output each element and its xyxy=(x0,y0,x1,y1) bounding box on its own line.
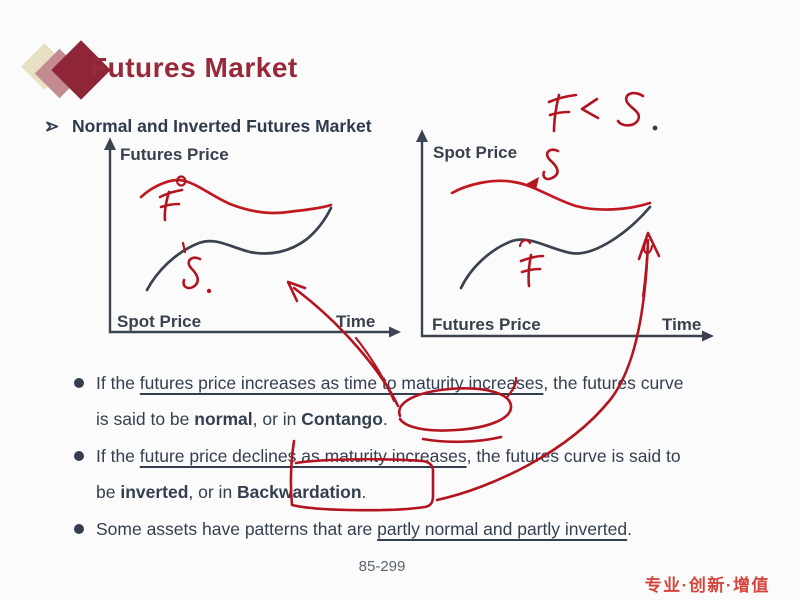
left-S-tick-mark xyxy=(181,241,187,254)
section-heading-label: Normal and Inverted Futures Market xyxy=(72,116,372,136)
left-futures-curve xyxy=(139,178,333,215)
right-F-hat-mark xyxy=(518,239,532,248)
left-S-period-dot xyxy=(206,288,212,294)
left-handwritten-S xyxy=(182,256,202,290)
bullet-list: If the futures price increases as time t… xyxy=(72,365,692,548)
handwritten-formula-F xyxy=(547,93,578,133)
bullet-dot xyxy=(74,524,84,534)
left-y-axis-arrow-icon xyxy=(104,137,116,150)
right-y-axis-arrow-icon xyxy=(416,129,428,142)
section-heading: Normal and Inverted Futures Market xyxy=(46,116,372,137)
handwritten-formula-period xyxy=(652,125,658,131)
backwardation-arrow-head xyxy=(637,231,661,261)
bullet-text: Some assets have patterns that are partl… xyxy=(96,519,632,539)
brand-slogan: 专业·创新·增值 xyxy=(644,576,770,595)
page-title: Futures Market xyxy=(90,52,298,83)
bullet-text: If the future price declines as maturity… xyxy=(96,446,681,502)
right-futures-curve xyxy=(459,205,652,290)
right-x-origin-label: Futures Price xyxy=(432,315,541,334)
bullet-dot xyxy=(74,378,84,388)
left-x-axis-label: Time xyxy=(336,312,375,331)
left-chart: Futures Price Spot Price Time xyxy=(104,137,401,338)
backwardation-arrow-second-stroke xyxy=(641,241,650,298)
right-spot-curve xyxy=(450,179,652,211)
left-spot-curve xyxy=(145,206,333,292)
right-chart-axes xyxy=(420,137,708,338)
bullet-dot xyxy=(74,451,84,461)
right-x-axis-arrow-icon xyxy=(702,330,714,342)
left-chart-axes xyxy=(108,145,395,334)
handwritten-formula-S xyxy=(616,91,645,127)
handwritten-formula-less-than xyxy=(580,97,600,120)
right-handwritten-S xyxy=(542,148,560,181)
bullet-text: If the futures price increases as time t… xyxy=(96,373,684,429)
left-curve-circle-mark xyxy=(175,175,187,187)
arrow-bullet-icon xyxy=(46,121,59,132)
right-curve-arrowhead-mark xyxy=(526,177,539,190)
left-handwritten-F xyxy=(158,188,184,222)
right-chart: Spot Price Futures Price Time xyxy=(416,129,714,342)
page-number: 85-299 xyxy=(358,558,406,575)
bullet-item-backwardation: If the future price declines as maturity… xyxy=(72,438,692,510)
right-x-axis-label: Time xyxy=(662,315,701,334)
left-x-origin-label: Spot Price xyxy=(117,312,201,331)
left-x-axis-arrow-icon xyxy=(389,326,401,338)
right-handwritten-F xyxy=(519,253,545,288)
right-y-axis-label: Spot Price xyxy=(433,143,517,162)
contango-arrow-head xyxy=(286,280,307,303)
left-y-axis-label: Futures Price xyxy=(120,145,229,164)
bullet-item-partly: Some assets have patterns that are partl… xyxy=(72,511,692,547)
bullet-item-contango: If the futures price increases as time t… xyxy=(72,365,692,437)
backwardation-arrow-loop xyxy=(643,239,654,255)
